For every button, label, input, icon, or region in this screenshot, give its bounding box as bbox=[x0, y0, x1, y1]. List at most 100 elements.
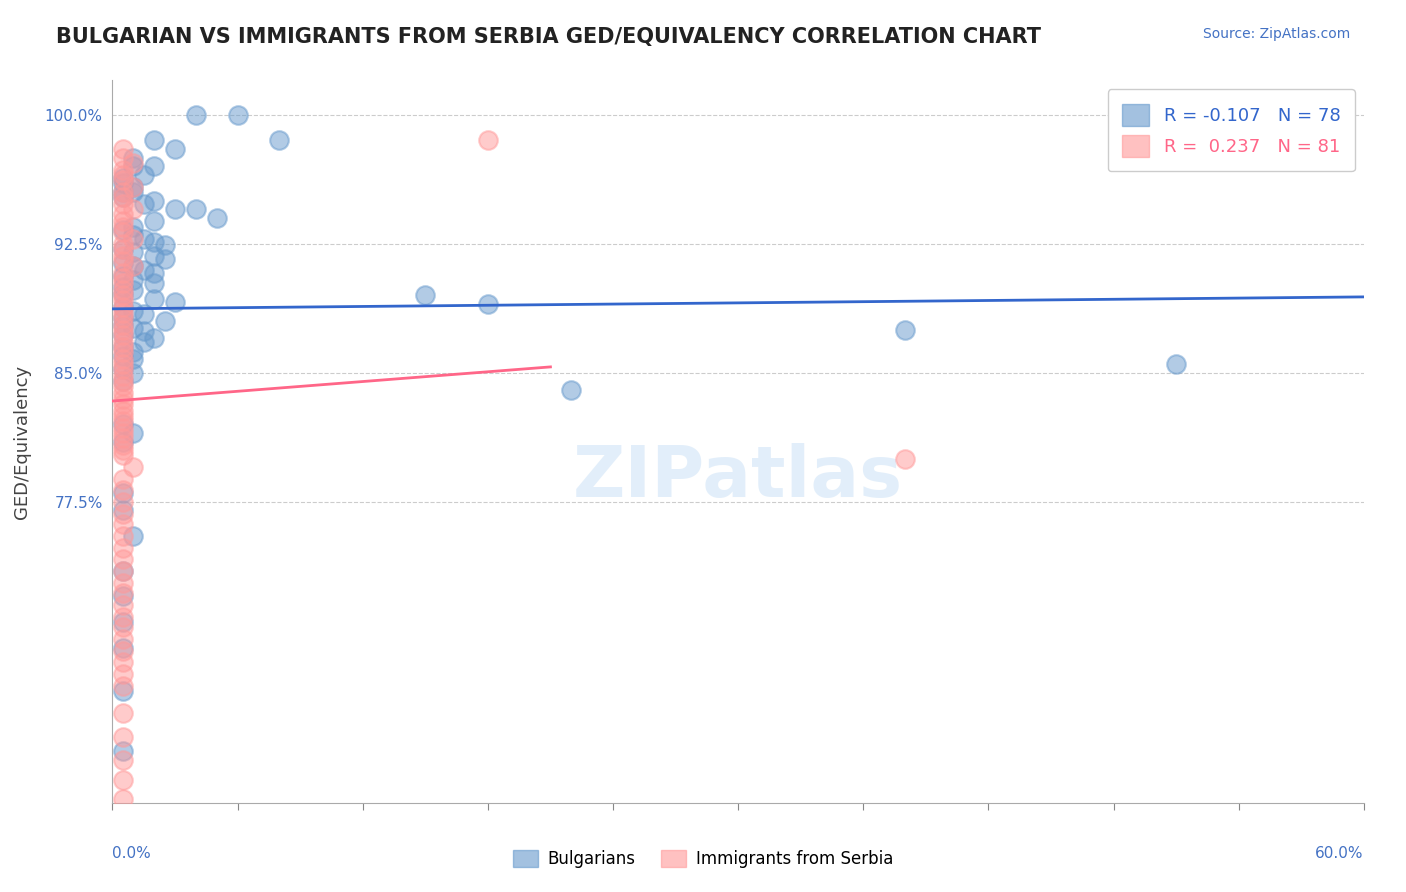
Point bbox=[111, 255, 134, 269]
Point bbox=[111, 279, 134, 293]
Text: BULGARIAN VS IMMIGRANTS FROM SERBIA GED/EQUIVALENCY CORRELATION CHART: BULGARIAN VS IMMIGRANTS FROM SERBIA GED/… bbox=[56, 27, 1042, 46]
Point bbox=[111, 438, 134, 452]
Point bbox=[111, 223, 134, 237]
Point bbox=[111, 753, 134, 767]
Point bbox=[111, 679, 134, 693]
Point bbox=[111, 357, 134, 371]
Point bbox=[111, 349, 134, 363]
Point bbox=[111, 610, 134, 624]
Point bbox=[111, 666, 134, 681]
Point bbox=[122, 273, 145, 287]
Point bbox=[153, 314, 176, 328]
Point bbox=[111, 362, 134, 376]
Point bbox=[111, 327, 134, 342]
Point bbox=[122, 529, 145, 543]
Point bbox=[111, 417, 134, 432]
Point bbox=[143, 214, 166, 228]
Point bbox=[111, 507, 134, 521]
Point bbox=[111, 271, 134, 285]
Point bbox=[111, 162, 134, 177]
Point bbox=[132, 325, 155, 339]
Point bbox=[111, 644, 134, 658]
Point bbox=[111, 615, 134, 630]
Point bbox=[122, 185, 145, 199]
Point bbox=[111, 151, 134, 165]
Point bbox=[226, 108, 249, 122]
Point bbox=[111, 266, 134, 280]
Point bbox=[184, 108, 207, 122]
Point bbox=[111, 249, 134, 263]
Point bbox=[111, 310, 134, 325]
Point bbox=[477, 134, 499, 148]
Point bbox=[111, 386, 134, 401]
Point bbox=[111, 168, 134, 182]
Point bbox=[111, 293, 134, 308]
Point bbox=[153, 252, 176, 267]
Point bbox=[122, 228, 145, 243]
Point bbox=[111, 301, 134, 315]
Point bbox=[132, 168, 155, 182]
Point bbox=[111, 773, 134, 788]
Point bbox=[111, 640, 134, 655]
Point bbox=[111, 375, 134, 389]
Point bbox=[122, 180, 145, 194]
Point bbox=[111, 409, 134, 423]
Point bbox=[111, 541, 134, 556]
Point bbox=[111, 431, 134, 445]
Point bbox=[163, 142, 186, 156]
Point bbox=[111, 375, 134, 389]
Point bbox=[111, 792, 134, 806]
Point bbox=[111, 254, 134, 268]
Point bbox=[111, 277, 134, 291]
Point bbox=[111, 590, 134, 604]
Point bbox=[111, 448, 134, 462]
Point bbox=[111, 443, 134, 458]
Point bbox=[1164, 357, 1187, 371]
Point bbox=[163, 295, 186, 310]
Point bbox=[111, 242, 134, 256]
Point bbox=[122, 156, 145, 170]
Point bbox=[269, 134, 291, 148]
Point bbox=[111, 177, 134, 191]
Point bbox=[111, 286, 134, 301]
Point bbox=[163, 202, 186, 217]
Point bbox=[122, 180, 145, 194]
Point bbox=[122, 425, 145, 440]
Point bbox=[111, 483, 134, 497]
Point bbox=[122, 159, 145, 173]
Point bbox=[153, 238, 176, 252]
Point bbox=[111, 564, 134, 578]
Text: Source: ZipAtlas.com: Source: ZipAtlas.com bbox=[1202, 27, 1350, 41]
Point bbox=[111, 421, 134, 435]
Point bbox=[111, 318, 134, 332]
Point bbox=[111, 731, 134, 745]
Point bbox=[111, 392, 134, 406]
Point bbox=[111, 529, 134, 543]
Point bbox=[111, 517, 134, 532]
Point bbox=[132, 262, 155, 277]
Point bbox=[122, 345, 145, 359]
Point bbox=[122, 351, 145, 366]
Point bbox=[122, 231, 145, 245]
Point bbox=[111, 334, 134, 349]
Point bbox=[111, 283, 134, 297]
Point bbox=[111, 397, 134, 411]
Point bbox=[894, 451, 917, 466]
Point bbox=[111, 575, 134, 590]
Point bbox=[111, 655, 134, 669]
Point bbox=[122, 321, 145, 335]
Point bbox=[143, 249, 166, 263]
Point bbox=[111, 185, 134, 199]
Point bbox=[132, 334, 155, 349]
Point bbox=[111, 197, 134, 211]
Y-axis label: GED/Equivalency: GED/Equivalency bbox=[13, 365, 31, 518]
Point bbox=[143, 292, 166, 306]
Point bbox=[111, 632, 134, 647]
Point bbox=[122, 366, 145, 380]
Point bbox=[111, 173, 134, 187]
Legend: R = -0.107   N = 78, R =  0.237   N = 81: R = -0.107 N = 78, R = 0.237 N = 81 bbox=[1108, 89, 1355, 171]
Point bbox=[111, 503, 134, 517]
Point bbox=[205, 211, 228, 225]
Point bbox=[122, 151, 145, 165]
Point bbox=[111, 225, 134, 239]
